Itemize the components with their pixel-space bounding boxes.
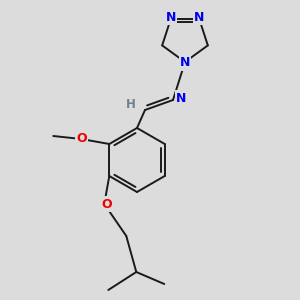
Text: N: N — [166, 11, 176, 24]
Text: N: N — [176, 92, 186, 104]
Text: N: N — [180, 56, 190, 70]
Text: N: N — [194, 11, 204, 24]
Text: H: H — [126, 98, 136, 110]
Text: O: O — [101, 197, 112, 211]
Text: O: O — [76, 133, 87, 146]
